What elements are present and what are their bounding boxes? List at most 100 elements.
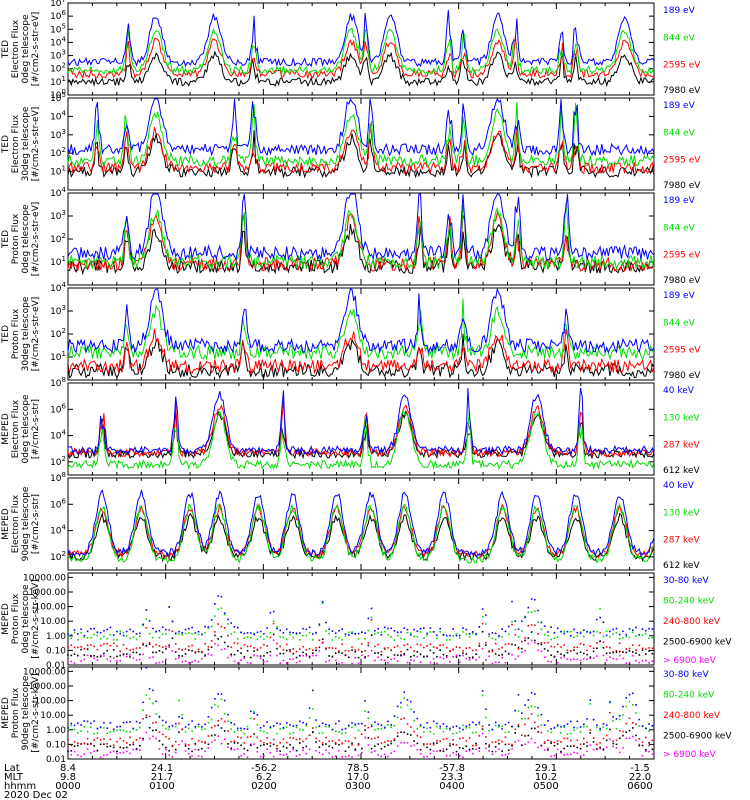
data-point [70, 644, 73, 647]
data-point [210, 741, 213, 744]
data-point [622, 714, 624, 716]
legend-entry: 189 eV [663, 196, 696, 206]
data-point [534, 727, 536, 730]
data-point [439, 749, 441, 752]
data-point [96, 749, 99, 752]
data-point [409, 745, 412, 747]
data-point [566, 651, 569, 654]
data-point [148, 697, 151, 700]
data-point [158, 717, 161, 719]
data-point [197, 755, 200, 757]
data-point [263, 741, 265, 744]
data-point [550, 660, 552, 663]
data-point [357, 637, 360, 640]
data-point [263, 655, 265, 657]
data-point [592, 718, 595, 721]
data-point [576, 631, 579, 634]
data-point [439, 630, 441, 633]
data-point [367, 642, 370, 644]
data-point [517, 648, 520, 650]
data-point [589, 729, 592, 731]
data-point [184, 745, 187, 747]
data-point [599, 632, 601, 634]
data-point [139, 647, 141, 649]
data-point [426, 727, 428, 730]
data-point [615, 651, 618, 654]
data-point [194, 632, 197, 634]
data-point [641, 744, 644, 747]
data-point [73, 631, 76, 634]
tick-hhmm-2: 0200 [251, 781, 276, 792]
data-point [191, 720, 193, 722]
data-point [298, 648, 301, 650]
data-point [361, 722, 363, 725]
data-point [210, 625, 213, 628]
xrow-label-mlt: MLT [4, 772, 24, 783]
data-point [501, 725, 503, 728]
data-point [361, 654, 363, 657]
data-point [214, 734, 216, 736]
data-point [135, 747, 138, 750]
data-point [393, 630, 396, 632]
data-point [341, 661, 344, 664]
data-point [364, 649, 366, 652]
data-point [240, 737, 242, 739]
data-point [73, 741, 76, 743]
data-point [122, 643, 125, 646]
legend-entry: 287 keV [663, 536, 700, 546]
data-point [468, 749, 471, 752]
data-point [583, 754, 585, 756]
data-point [413, 711, 415, 713]
data-point [527, 717, 530, 720]
data-point [328, 740, 330, 743]
data-point [135, 647, 138, 649]
data-point [488, 650, 490, 652]
data-point [416, 748, 419, 751]
legend-entry: 612 keV [663, 561, 700, 571]
data-point [625, 722, 628, 725]
data-point [445, 727, 448, 730]
data-point [553, 637, 556, 639]
data-point [494, 741, 497, 743]
data-point [106, 743, 108, 745]
data-point [298, 639, 301, 641]
data-point [364, 736, 366, 739]
data-point [465, 628, 468, 631]
data-point [318, 725, 321, 727]
data-point [586, 631, 588, 633]
data-point [543, 656, 546, 659]
data-point [263, 730, 265, 733]
data-point [125, 653, 128, 655]
series-line-130-keV [67, 410, 655, 471]
data-point [331, 746, 334, 749]
data-point [246, 756, 249, 758]
data-point [357, 662, 360, 665]
data-point [370, 738, 373, 740]
data-point [364, 638, 366, 640]
data-point [498, 648, 500, 650]
y-axis-label: Proton Flux [11, 593, 21, 644]
data-point [321, 732, 324, 734]
data-point [517, 628, 520, 631]
data-point [547, 631, 549, 633]
data-point [534, 741, 536, 744]
data-point [569, 634, 572, 637]
data-point [419, 752, 422, 755]
data-point [468, 656, 471, 659]
tick-lat-5: 29.1 [535, 763, 557, 774]
legend-entry: 7980 eV [663, 181, 701, 191]
data-point [344, 635, 347, 638]
data-point [181, 660, 184, 663]
data-point [321, 722, 324, 724]
data-point [276, 722, 278, 725]
data-point [207, 626, 210, 628]
data-point [416, 630, 419, 632]
data-point [243, 753, 246, 755]
data-point [263, 638, 265, 641]
data-point [191, 633, 193, 635]
data-point [236, 626, 239, 629]
data-point [599, 607, 601, 610]
data-point [537, 714, 539, 717]
